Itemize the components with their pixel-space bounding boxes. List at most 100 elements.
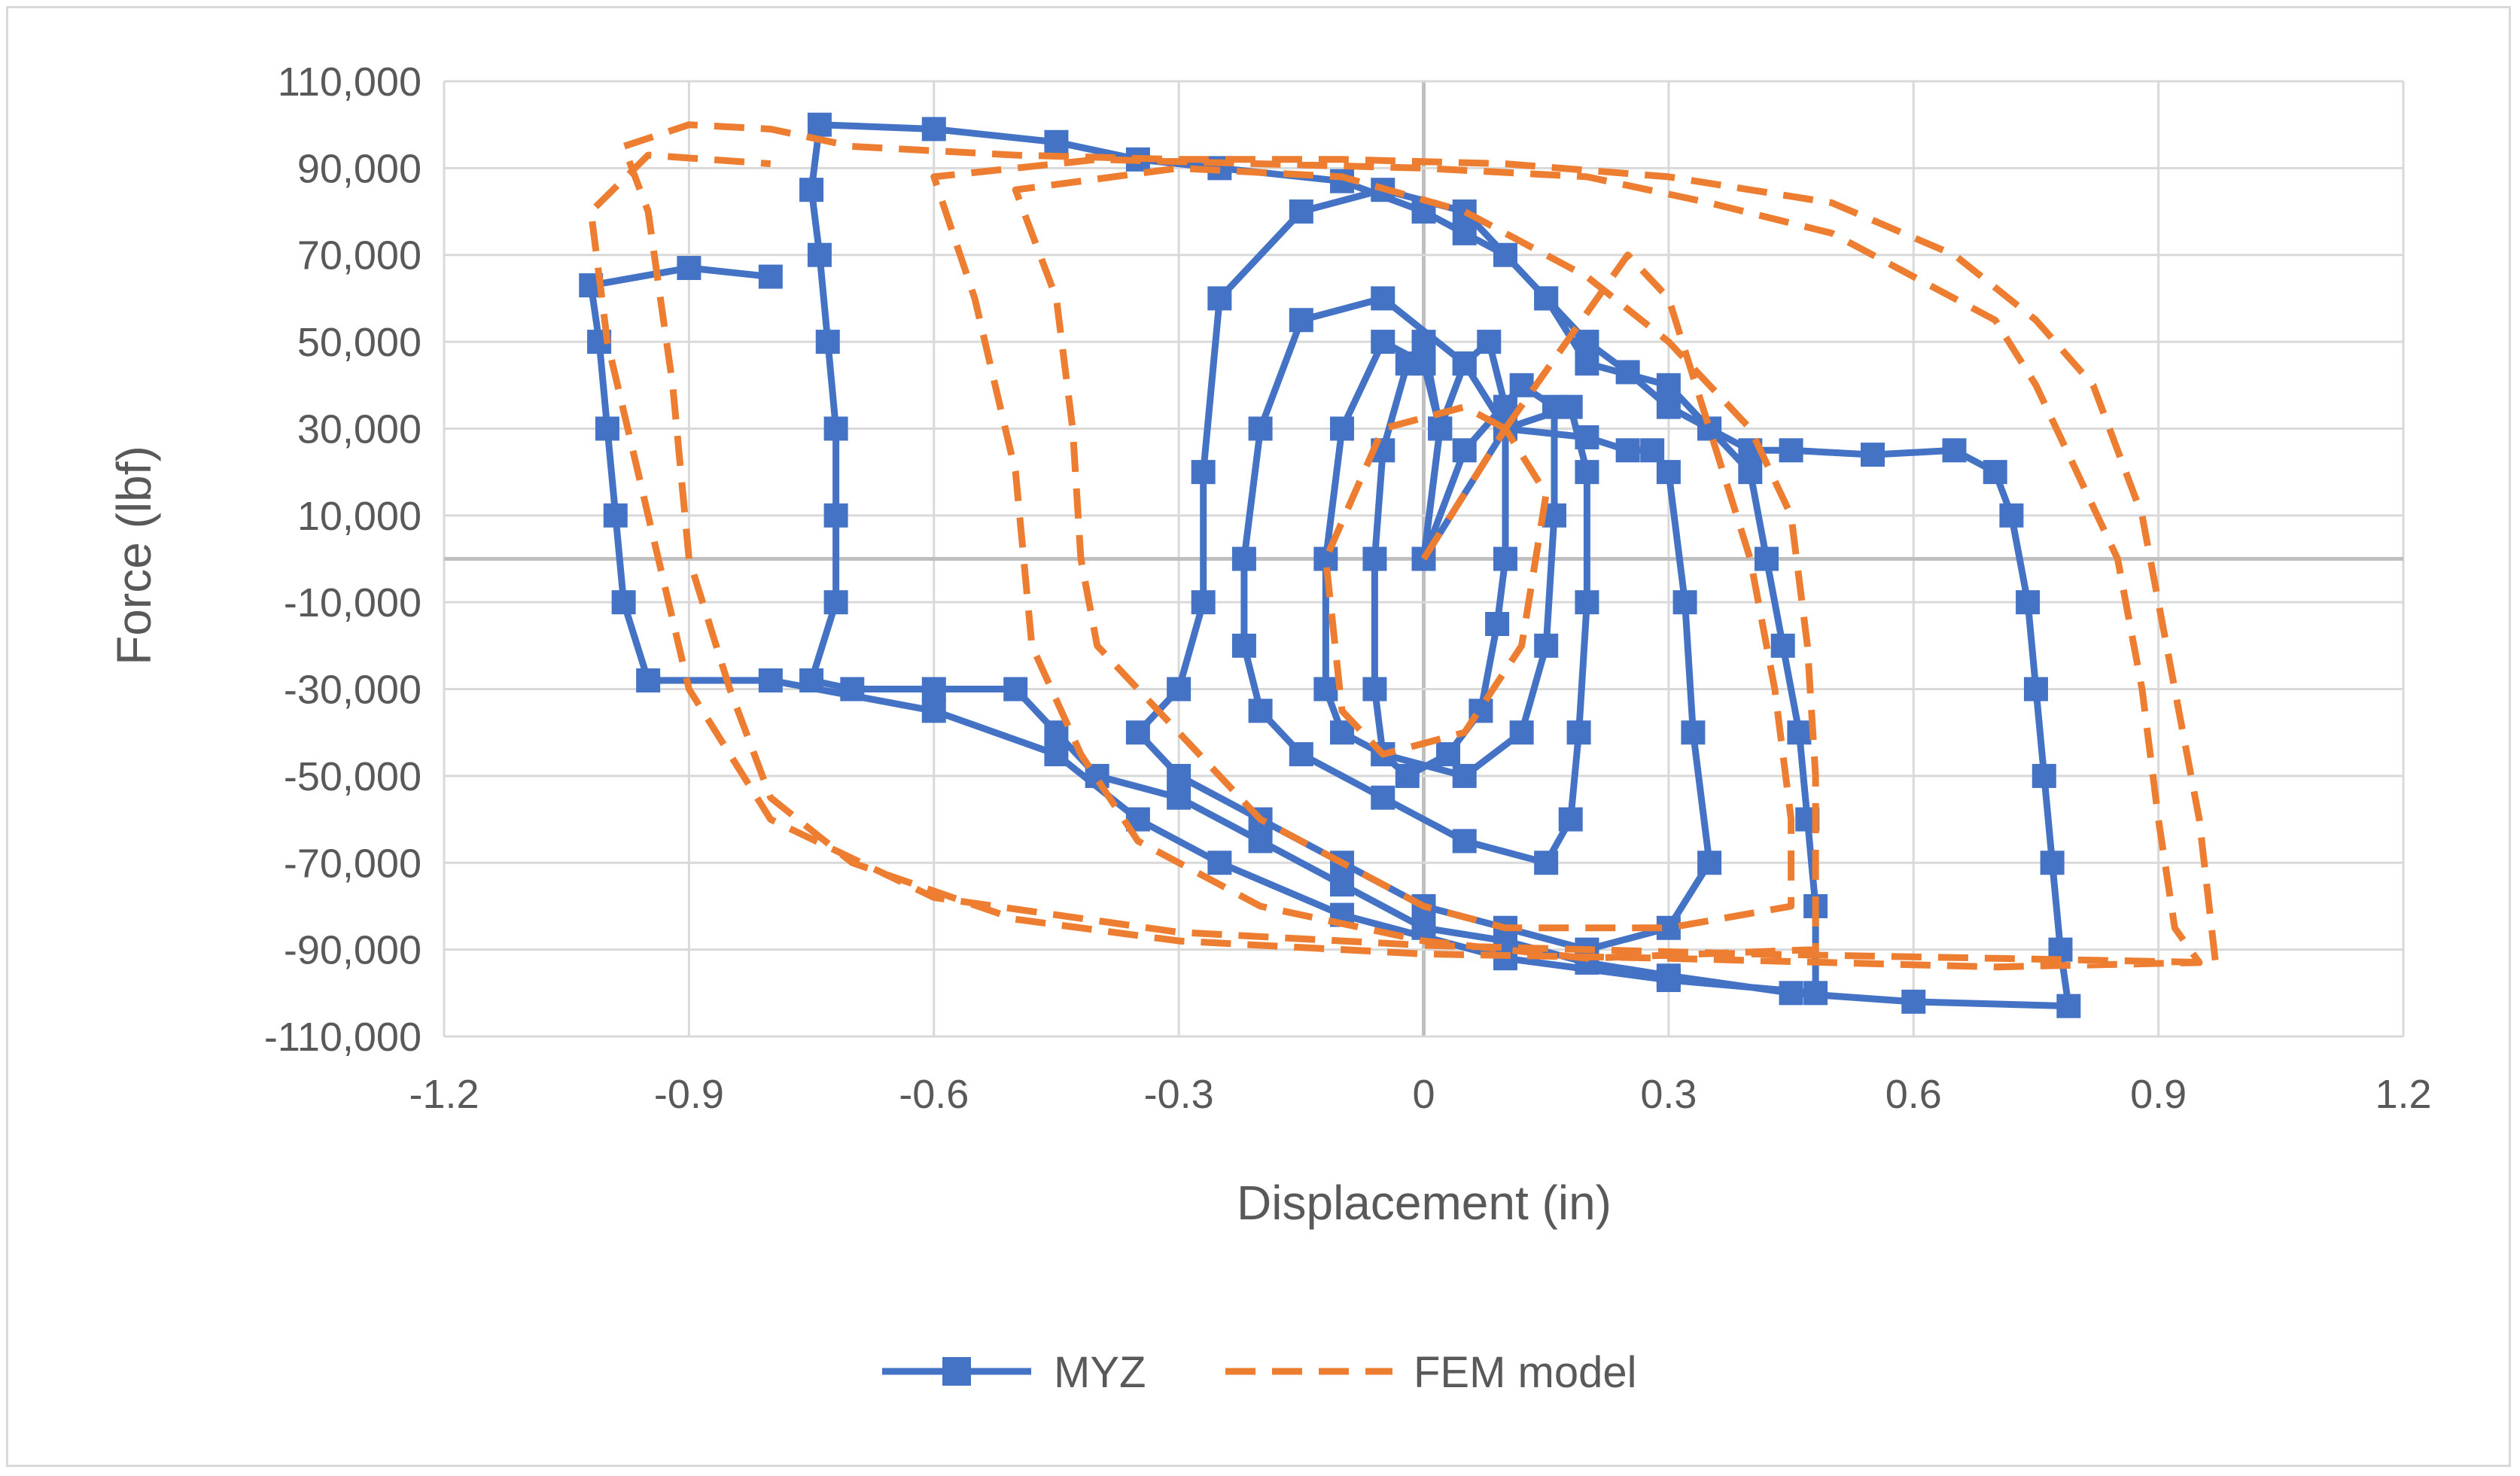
legend: MYZ FEM model: [882, 1348, 1637, 1397]
data-point: [1509, 373, 1534, 397]
data-point: [677, 256, 702, 281]
data-point: [1656, 373, 1681, 397]
data-point: [2032, 763, 2056, 788]
data-point: [921, 677, 946, 701]
data-point: [1477, 330, 1502, 355]
series-line: [587, 121, 2219, 971]
data-point: [1452, 763, 1477, 788]
data-point: [1942, 438, 1967, 463]
x-tick-label: 1.2: [2375, 1072, 2431, 1117]
data-point: [1999, 503, 2024, 528]
data-point: [1738, 460, 1763, 485]
data-point: [1575, 330, 1599, 355]
data-point: [1330, 872, 1355, 897]
data-point: [1558, 394, 1583, 419]
y-tick-label: -90,000: [284, 928, 422, 973]
x-tick-label: 0: [1412, 1072, 1435, 1117]
data-point: [823, 503, 848, 528]
data-point: [1697, 851, 1722, 875]
series-myz: [579, 112, 2081, 1018]
data-point: [799, 668, 824, 693]
data-point: [921, 117, 946, 142]
data-point: [1755, 546, 1779, 571]
data-point: [2040, 851, 2065, 875]
x-axis-ticks: -1.2 -0.9 -0.6 -0.3 0 0.3 0.6 0.9 1.2: [409, 1072, 2431, 1117]
series-fem-model: [587, 121, 2219, 971]
gridlines: [443, 80, 2405, 1038]
y-tick-label: -50,000: [284, 754, 422, 799]
data-point: [1231, 546, 1256, 571]
data-point: [1167, 785, 1192, 810]
data-point: [611, 590, 636, 615]
data-point: [921, 698, 946, 723]
chart-area: [6, 6, 2511, 1467]
data-point: [1044, 129, 1069, 154]
data-point: [2056, 994, 2081, 1018]
data-point: [1003, 677, 1028, 701]
data-point: [1452, 221, 1477, 245]
data-point: [1787, 720, 1812, 745]
data-point: [1191, 590, 1216, 615]
data-point: [1566, 720, 1591, 745]
x-tick-label: 0.9: [2130, 1072, 2187, 1117]
data-point: [2016, 590, 2041, 615]
data-point: [1330, 720, 1355, 745]
data-point: [1575, 460, 1599, 485]
data-point: [1901, 989, 1926, 1014]
data-point: [1452, 829, 1477, 854]
data-point: [1534, 286, 1559, 311]
data-point: [1575, 590, 1599, 615]
y-tick-label: 50,000: [297, 320, 422, 365]
data-point: [1248, 829, 1273, 854]
data-point: [1452, 351, 1477, 376]
y-axis-ticks: 110,000 90,000 70,000 50,000 30,000 10,000 -10…: [264, 59, 422, 1060]
data-point: [1428, 416, 1453, 441]
data-point: [1436, 742, 1461, 767]
x-tick-label: -0.6: [899, 1072, 969, 1117]
data-point: [823, 590, 848, 615]
data-point: [1615, 360, 1640, 385]
y-tick-label: -10,000: [284, 580, 422, 625]
data-point: [807, 112, 832, 137]
y-tick-label: 70,000: [297, 233, 422, 278]
data-point: [1509, 720, 1534, 745]
y-tick-label: -30,000: [284, 668, 422, 713]
y-tick-label: -110,000: [264, 1015, 422, 1060]
data-point: [1861, 443, 1885, 467]
data-point: [758, 668, 783, 693]
data-point: [807, 242, 832, 267]
legend-marker-myz: [942, 1357, 971, 1386]
data-point: [1452, 438, 1477, 463]
data-point: [1289, 199, 1313, 224]
data-point: [1452, 199, 1477, 224]
data-point: [1770, 633, 1795, 658]
y-tick-label: 10,000: [297, 494, 422, 539]
data-point: [1411, 915, 1436, 940]
x-tick-label: 0.3: [1640, 1072, 1697, 1117]
data-point: [1493, 242, 1517, 267]
data-point: [1779, 438, 1803, 463]
data-point: [1313, 677, 1338, 701]
data-point: [595, 416, 619, 441]
x-tick-label: -0.9: [654, 1072, 724, 1117]
data-point: [1248, 698, 1273, 723]
data-point: [1681, 720, 1706, 745]
series-line: [1322, 403, 1550, 758]
data-point: [1167, 763, 1192, 788]
data-point: [1231, 633, 1256, 658]
data-point: [603, 503, 628, 528]
data-point: [1640, 438, 1665, 463]
data-point: [1330, 416, 1355, 441]
legend-item-fem-model: FEM model: [1225, 1348, 1637, 1397]
data-point: [1371, 785, 1395, 810]
legend-label-myz: MYZ: [1054, 1348, 1146, 1397]
series-layer: [579, 112, 2219, 1018]
y-tick-label: 90,000: [297, 146, 422, 191]
data-point: [1362, 677, 1387, 701]
data-point: [823, 416, 848, 441]
data-point: [1167, 677, 1192, 701]
data-point: [799, 178, 824, 202]
y-tick-label: 30,000: [297, 406, 422, 452]
legend-label-fem-model: FEM model: [1414, 1348, 1637, 1397]
